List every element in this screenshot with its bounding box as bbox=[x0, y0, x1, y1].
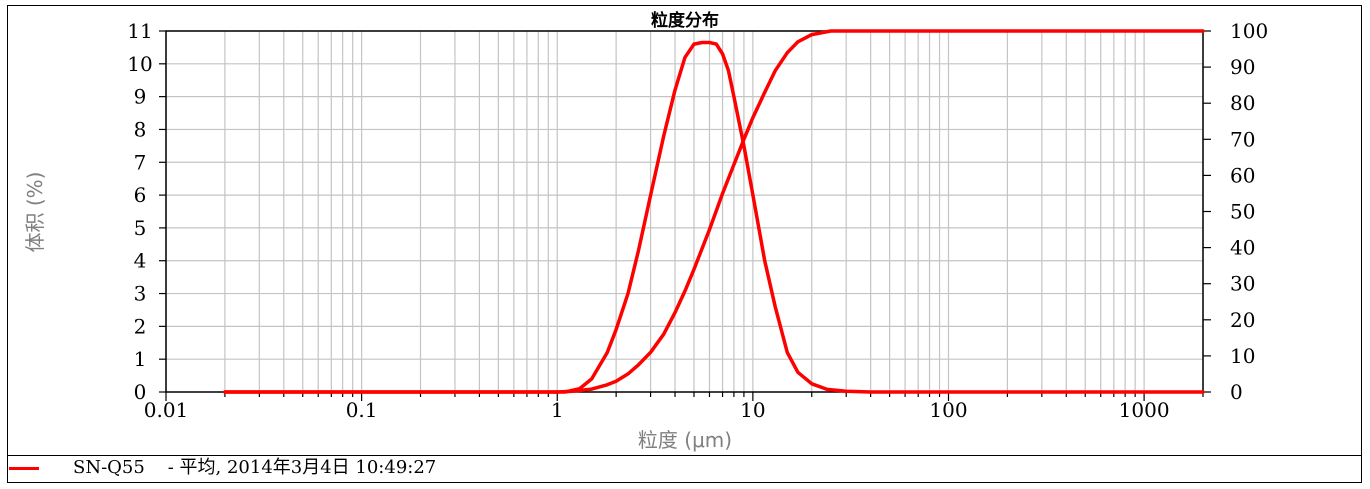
y2-tick-label: 20 bbox=[1230, 308, 1255, 332]
x-tick-label: 1000 bbox=[1119, 398, 1170, 422]
legend-divider bbox=[7, 455, 1362, 456]
x-tick-label: 10 bbox=[740, 398, 765, 422]
chart-title: 粒度分布 bbox=[651, 10, 719, 31]
y2-axis-ticks: 0 10 20 30 40 50 60 70 80 90 100 bbox=[1203, 19, 1268, 404]
y2-tick-label: 80 bbox=[1230, 91, 1255, 115]
y2-tick-label: 50 bbox=[1230, 200, 1255, 224]
y2-tick-label: 60 bbox=[1230, 163, 1255, 187]
y-tick-label: 10 bbox=[127, 52, 152, 76]
x-axis-label: 粒度 (μm) bbox=[638, 428, 732, 452]
x-axis-ticks: 0.01 0.1 1 10 100 1000 bbox=[144, 392, 1204, 422]
y2-tick-label: 30 bbox=[1230, 272, 1255, 296]
plot-border bbox=[165, 30, 1204, 393]
chart-frame bbox=[7, 5, 1362, 483]
y-tick-label: 1 bbox=[134, 347, 147, 371]
grid bbox=[165, 30, 1204, 392]
y-tick-label: 9 bbox=[134, 85, 147, 109]
y2-tick-label: 40 bbox=[1230, 236, 1255, 260]
series-line-cumulative bbox=[223, 29, 1205, 394]
legend-swatch bbox=[9, 467, 39, 470]
y-tick-label: 3 bbox=[134, 282, 147, 306]
x-tick-label: 100 bbox=[929, 398, 967, 422]
y-tick-label: 4 bbox=[134, 249, 147, 273]
y-tick-label: 0 bbox=[134, 380, 147, 404]
y-axis-label: 体积 (%) bbox=[23, 172, 47, 253]
y-tick-label: 7 bbox=[134, 150, 147, 174]
y-axis-ticks: 0 1 2 3 4 5 6 7 8 9 10 11 bbox=[127, 19, 166, 404]
y2-tick-label: 10 bbox=[1230, 344, 1255, 368]
y2-tick-label: 70 bbox=[1230, 127, 1255, 151]
y-tick-label: 2 bbox=[134, 314, 147, 338]
series-group bbox=[223, 29, 1205, 394]
legend-entry: SN-Q55 - 平均, 2014年3月4日 10:49:27 bbox=[73, 457, 437, 478]
x-tick-label: 0.01 bbox=[144, 398, 189, 422]
y-tick-label: 8 bbox=[134, 117, 147, 141]
x-tick-label: 1 bbox=[551, 398, 564, 422]
series-line-volume-density bbox=[223, 40, 1205, 394]
y2-tick-label: 100 bbox=[1230, 19, 1268, 43]
y-tick-label: 5 bbox=[134, 216, 147, 240]
particle-size-chart: 粒度分布 体积 (%) 粒度 (μm) 0 1 2 3 4 5 6 7 8 9 10 11 0 10 20… bbox=[23, 10, 1268, 452]
y-tick-label: 11 bbox=[127, 19, 152, 43]
y2-tick-label: 0 bbox=[1230, 380, 1243, 404]
y2-tick-label: 90 bbox=[1230, 55, 1255, 79]
x-tick-label: 0.1 bbox=[346, 398, 378, 422]
y-tick-label: 6 bbox=[134, 183, 147, 207]
legend: SN-Q55 - 平均, 2014年3月4日 10:49:27 bbox=[7, 456, 1362, 483]
